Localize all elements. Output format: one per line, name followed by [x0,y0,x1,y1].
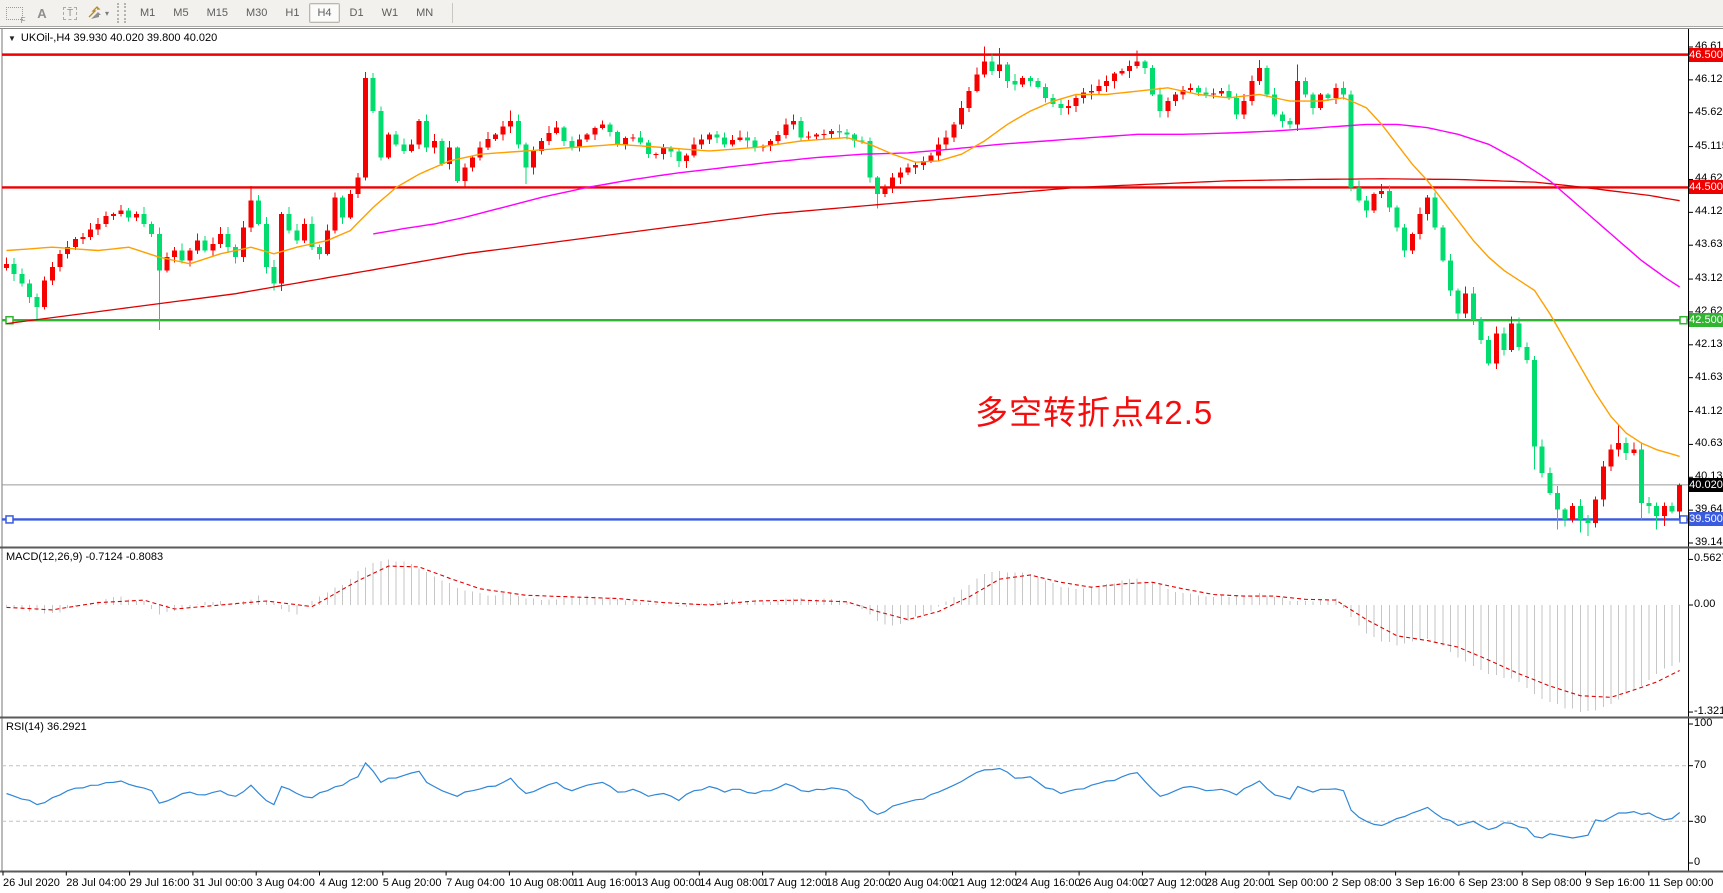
price-tick-label: 45.115 [1695,139,1723,152]
price-level-badge: 42.500 [1689,313,1723,328]
boxed-t-icon: T [62,6,78,20]
date-tick-label: 8 Sep 08:00 [1522,877,1582,889]
candles-group [4,46,1683,537]
price-tick-label: 43.120 [1695,272,1723,285]
pivot-annotation-text: 多空转折点42.5 [975,394,1214,431]
rsi-tick-label: 70 [1694,758,1707,771]
date-tick-label: 18 Aug 20:00 [825,877,891,889]
timeframe-button-m15[interactable]: M15 [199,3,236,23]
current-price-badge: 40.020 [1689,477,1723,492]
price-level-badge: 44.500 [1689,180,1723,195]
price-tick-label: 41.125 [1695,404,1723,417]
chart-title-row: ▼ UKOil-,H4 39.930 40.020 39.800 40.020 [8,32,217,44]
date-tick-label: 3 Aug 04:00 [256,877,315,889]
macd-tick-label: -1.3216 [1694,705,1723,718]
chart-title: UKOil-,H4 39.930 40.020 39.800 40.020 [20,32,218,44]
date-tick-label: 4 Aug 12:00 [319,877,379,889]
chart-window: ▼ UKOil-,H4 39.930 40.020 39.800 40.020 M… [0,28,1723,893]
toolbar-separator [452,3,454,23]
rsi-tick-label: 100 [1694,717,1713,729]
date-tick-label: 5 Aug 20:00 [382,877,442,889]
date-tick-label: 1 Sep 00:00 [1269,877,1329,889]
timeframe-button-mn[interactable]: MN [408,3,441,23]
price-level-badge: 46.500 [1689,47,1723,62]
text-box-icon[interactable]: T [57,1,83,25]
price-tick-label: 44.125 [1695,205,1723,218]
date-tick-label: 28 Aug 20:00 [1205,877,1271,889]
price-tick-label: 46.120 [1695,72,1723,85]
price-level-badge: 39.500 [1689,512,1723,527]
price-tick-label: 43.630 [1695,238,1723,251]
date-tick-label: 14 Aug 08:00 [699,877,765,889]
date-tick-label: 13 Aug 00:00 [636,877,701,889]
price-tick-label: 41.635 [1695,370,1723,383]
timeframe-button-m30[interactable]: M30 [238,3,275,23]
timeframe-toolbar: M1 M5 M15 M30 H1 H4 D1 W1 MN [131,3,442,23]
rsi-tick-label: 0 [1694,856,1701,868]
macd-signal-line [6,565,1680,698]
grid-icon: F [5,6,26,25]
date-tick-label: 26 Jul 2020 [3,877,60,889]
macd-tick-label: 0.5627 [1694,552,1723,565]
text-label-icon[interactable]: A [29,1,55,25]
date-tick-label: 11 Aug 16:00 [572,877,637,889]
timeframe-button-m5[interactable]: M5 [165,3,196,23]
date-tick-label: 2 Sep 08:00 [1332,877,1392,889]
macd-histogram [6,559,1681,712]
dotted-grid-f-icon[interactable]: F [1,1,27,25]
date-tick-label: 7 Aug 04:00 [446,877,505,889]
rsi-indicator-label: RSI(14) 36.2921 [6,721,87,733]
date-tick-label: 27 Aug 12:00 [1142,877,1208,889]
price-tick-label: 45.625 [1695,105,1723,118]
date-tick-label: 28 Jul 04:00 [66,877,127,889]
timeframe-button-h1[interactable]: H1 [277,3,307,23]
timeframe-button-w1[interactable]: W1 [374,3,407,23]
arrows-tool-button[interactable]: ▾ [85,1,111,25]
date-tick-label: 10 Aug 08:00 [509,877,575,889]
timeframe-button-h4[interactable]: H4 [309,3,340,23]
date-tick-label: 3 Sep 16:00 [1395,877,1455,889]
candlestick-chart-canvas[interactable] [0,28,1723,893]
price-tick-label: 39.145 [1695,536,1723,548]
price-tick-label: 39.640 [1695,503,1723,516]
date-tick-label: 9 Sep 16:00 [1585,877,1645,889]
date-tick-label: 17 Aug 12:00 [762,877,828,889]
date-tick-label: 29 Jul 16:00 [129,877,190,889]
rsi-line [6,761,1681,839]
date-tick-label: 20 Aug 04:00 [889,877,955,889]
collapse-triangle-icon[interactable]: ▼ [8,34,16,43]
date-tick-label: 6 Sep 23:00 [1458,877,1519,889]
date-tick-label: 24 Aug 16:00 [1015,877,1081,889]
timeframe-button-d1[interactable]: D1 [342,3,372,23]
arrows-tool-icon [88,6,101,19]
letter-a-icon: A [37,5,47,21]
date-tick-label: 21 Aug 12:00 [952,877,1018,889]
date-tick-label: 31 Jul 00:00 [192,877,253,889]
timeframe-button-m1[interactable]: M1 [132,3,163,23]
toolbar-grip[interactable] [117,3,126,23]
macd-tick-label: 0.00 [1694,598,1716,610]
rsi-tick-label: 30 [1694,814,1707,827]
ma-mid-line [373,123,1681,288]
date-tick-label: 11 Sep 00:00 [1648,877,1714,889]
price-tick-label: 42.130 [1695,337,1723,350]
macd-indicator-label: MACD(12,26,9) -0.7124 -0.8083 [6,551,164,563]
price-tick-label: 40.630 [1695,437,1723,450]
main-toolbar: F A T ▾ M1 M5 M15 M30 H1 H4 D1 W1 MN [0,0,1723,27]
ma-fast-line [6,87,1680,458]
date-tick-label: 26 Aug 04:00 [1079,877,1144,889]
dropdown-caret-icon[interactable]: ▾ [104,8,109,18]
ma-slow-line [6,178,1680,325]
